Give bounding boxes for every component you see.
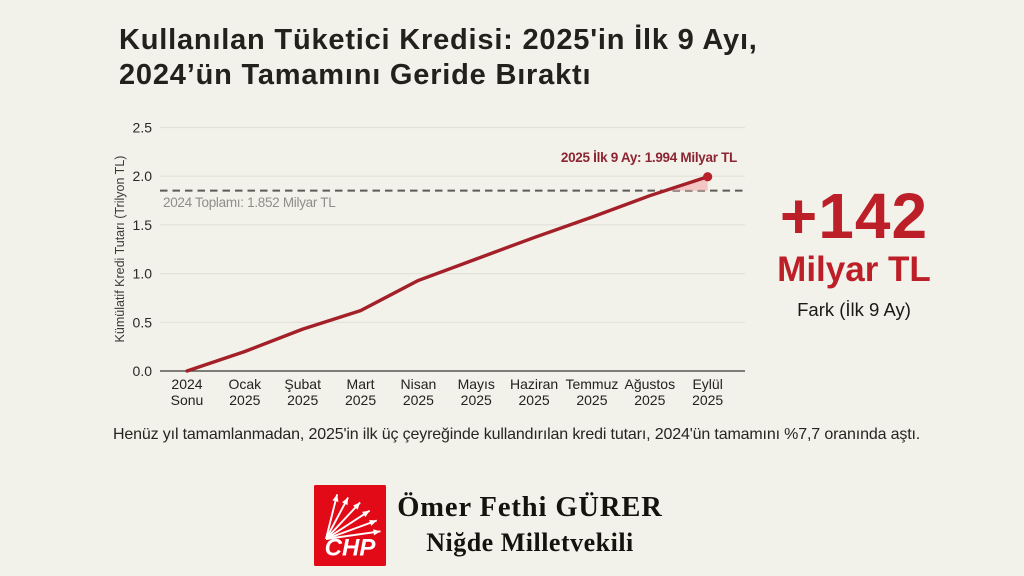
page-title: Kullanılan Tüketici Kredisi: 2025'in İlk… [119,23,758,92]
chp-arrow-shaft [325,494,339,540]
x-tick-label: Eylül 2025 [692,376,723,408]
x-tick-label: Ağustos 2025 [625,376,676,408]
x-tick-label: Mayıs 2025 [458,376,495,408]
endpoint-marker [703,172,713,182]
difference-caption: Fark (İlk 9 Ay) [797,299,911,320]
y-tick-label: 1.0 [133,266,153,282]
x-tick-label: Temmuz 2025 [565,376,618,408]
y-axis-label: Kümülatif Kredi Tutarı (Trilyon TL) [113,156,127,343]
x-tick-label: Nisan 2025 [401,376,437,408]
x-tick-label: Şubat 2025 [284,376,321,408]
x-tick-label: Haziran 2025 [510,376,558,408]
x-tick-label: 2024 Sonu [171,376,204,408]
y-tick-label: 2.0 [133,168,153,184]
reference-line-label: 2024 Toplamı: 1.852 Milyar TL [163,195,336,210]
difference-value: +142 [779,180,929,252]
chp-arrow-head [332,494,339,502]
series-line [185,175,710,373]
y-tick-label: 0.5 [133,314,153,330]
person-role: Niğde Milletvekili [426,528,634,557]
chp-arrow-shaft [325,530,381,540]
footnote-text: Henüz yıl tamamlanmadan, 2025'in ilk üç … [113,426,921,443]
title-line-1: Kullanılan Tüketici Kredisi: 2025'in İlk… [119,24,758,56]
chp-logo-text: CHP [325,535,377,562]
x-tick-label: Mart 2025 [345,376,376,408]
chp-arrow-head [342,497,349,506]
chp-six-arrows-icon [325,494,381,540]
y-tick-label: 1.5 [133,217,153,233]
y-tick-label: 2.5 [133,120,153,136]
chp-arrow-head [369,520,377,526]
x-tick-label: Ocak 2025 [229,376,263,408]
title-line-2: 2024’ün Tamamını Geride Bıraktı [119,58,592,91]
chp-arrow-head [362,510,370,518]
endpoint-annotation: 2025 İlk 9 Ay: 1.994 Milyar TL [560,150,737,165]
difference-unit: Milyar TL [777,250,931,289]
chp-arrow-shaft [325,497,349,540]
chp-party-logo: CHP [314,485,386,566]
chp-arrow-shaft [325,509,371,540]
chp-arrow-head [373,529,381,536]
chp-arrow-shaft [325,519,378,540]
chp-arrow-head [353,502,361,510]
chp-arrow-shaft [325,501,361,540]
y-tick-label: 0.0 [133,363,153,379]
person-name: Ömer Fethi GÜRER [397,492,663,523]
